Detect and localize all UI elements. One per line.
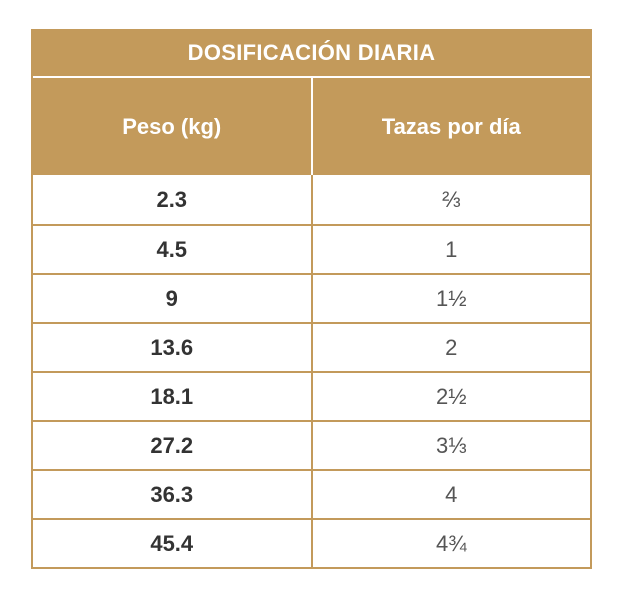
cups-cell: 4 — [445, 481, 458, 507]
table-body: 2.3 ⅔ 4.5 1 9 1½ 13.6 2 18.1 2½ 27.2 3⅓ … — [33, 175, 590, 567]
table-title: DOSIFICACIÓN DIARIA — [33, 29, 590, 78]
cups-cell: 3⅓ — [435, 432, 467, 458]
dosage-table: DOSIFICACIÓN DIARIA Peso (kg) Tazas por … — [31, 29, 592, 569]
cups-cell: 4¾ — [435, 530, 467, 556]
column-header-weight: Peso (kg) — [33, 78, 313, 175]
table-row: 45.4 4¾ — [33, 518, 590, 567]
table-row: 18.1 2½ — [33, 371, 590, 420]
weight-cell: 13.6 — [33, 324, 313, 371]
table-row: 4.5 1 — [33, 224, 590, 273]
weight-cell: 4.5 — [33, 226, 313, 273]
cups-cell: 2½ — [435, 383, 467, 409]
cups-cell: ⅔ — [442, 186, 461, 212]
table-row: 2.3 ⅔ — [33, 175, 590, 224]
table-row: 13.6 2 — [33, 322, 590, 371]
cups-cell: 1 — [445, 236, 458, 262]
table-row: 9 1½ — [33, 273, 590, 322]
cups-cell: 1½ — [435, 285, 467, 311]
cups-cell: 2 — [445, 334, 458, 360]
weight-cell: 27.2 — [33, 422, 313, 469]
weight-cell: 36.3 — [33, 471, 313, 518]
table-row: 27.2 3⅓ — [33, 420, 590, 469]
weight-cell: 2.3 — [33, 175, 313, 224]
weight-cell: 45.4 — [33, 520, 313, 567]
weight-cell: 9 — [33, 275, 313, 322]
table-row: 36.3 4 — [33, 469, 590, 518]
column-header-cups: Tazas por día — [381, 113, 521, 139]
weight-cell: 18.1 — [33, 373, 313, 420]
header-row: Peso (kg) Tazas por día — [33, 78, 590, 175]
